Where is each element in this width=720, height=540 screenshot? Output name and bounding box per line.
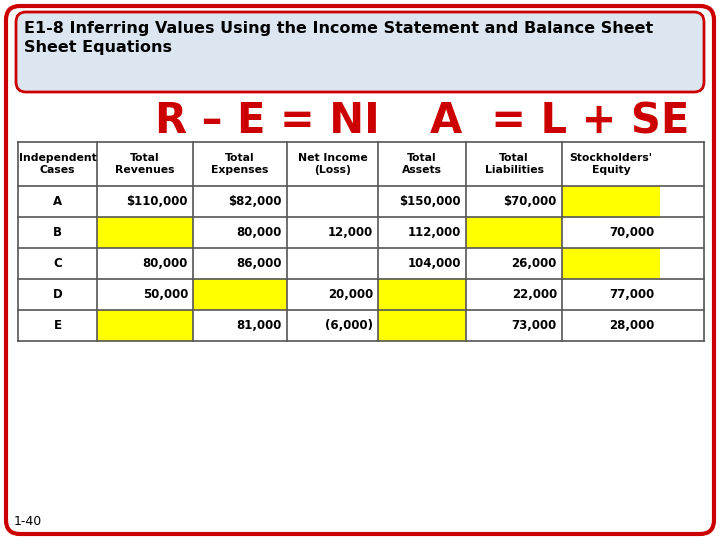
Text: Total
Assets: Total Assets <box>402 153 442 175</box>
Text: Sheet Equations: Sheet Equations <box>24 40 172 55</box>
Text: 70,000: 70,000 <box>610 226 655 239</box>
Text: 73,000: 73,000 <box>512 319 557 332</box>
Text: 86,000: 86,000 <box>236 257 282 270</box>
Bar <box>193 279 287 310</box>
Text: 22,000: 22,000 <box>512 288 557 301</box>
Bar <box>97 310 193 341</box>
Bar <box>562 248 660 279</box>
Text: 1-40: 1-40 <box>14 515 42 528</box>
Text: D: D <box>53 288 63 301</box>
Text: 50,000: 50,000 <box>143 288 188 301</box>
Text: $150,000: $150,000 <box>400 195 461 208</box>
Text: A: A <box>53 195 62 208</box>
Text: E1-8 Inferring Values Using the Income Statement and Balance Sheet: E1-8 Inferring Values Using the Income S… <box>24 21 653 36</box>
Text: 12,000: 12,000 <box>328 226 373 239</box>
Bar <box>97 217 193 248</box>
Text: 80,000: 80,000 <box>237 226 282 239</box>
FancyBboxPatch shape <box>16 12 704 92</box>
Text: C: C <box>53 257 62 270</box>
Text: Stockholders'
Equity: Stockholders' Equity <box>570 153 652 175</box>
Text: $82,000: $82,000 <box>228 195 282 208</box>
Text: $110,000: $110,000 <box>127 195 188 208</box>
Bar <box>466 217 562 248</box>
Text: R – E = NI: R – E = NI <box>155 100 379 142</box>
Text: A  = L + SE: A = L + SE <box>430 100 689 142</box>
Text: 26,000: 26,000 <box>512 257 557 270</box>
Text: Total
Revenues: Total Revenues <box>115 153 175 175</box>
Text: Independent
Cases: Independent Cases <box>19 153 96 175</box>
Text: 77,000: 77,000 <box>610 288 655 301</box>
Text: Net Income
(Loss): Net Income (Loss) <box>297 153 367 175</box>
Text: 81,000: 81,000 <box>237 319 282 332</box>
Text: 104,000: 104,000 <box>408 257 461 270</box>
Text: 20,000: 20,000 <box>328 288 373 301</box>
Text: (6,000): (6,000) <box>325 319 373 332</box>
Text: 80,000: 80,000 <box>143 257 188 270</box>
Bar <box>562 186 660 217</box>
Text: $70,000: $70,000 <box>503 195 557 208</box>
Text: B: B <box>53 226 62 239</box>
Text: Total
Expenses: Total Expenses <box>211 153 269 175</box>
Text: 112,000: 112,000 <box>408 226 461 239</box>
Text: 28,000: 28,000 <box>610 319 655 332</box>
Bar <box>378 310 466 341</box>
Text: Total
Liabilities: Total Liabilities <box>485 153 544 175</box>
Text: E: E <box>53 319 61 332</box>
Bar <box>378 279 466 310</box>
Bar <box>18 142 704 341</box>
FancyBboxPatch shape <box>6 6 714 534</box>
